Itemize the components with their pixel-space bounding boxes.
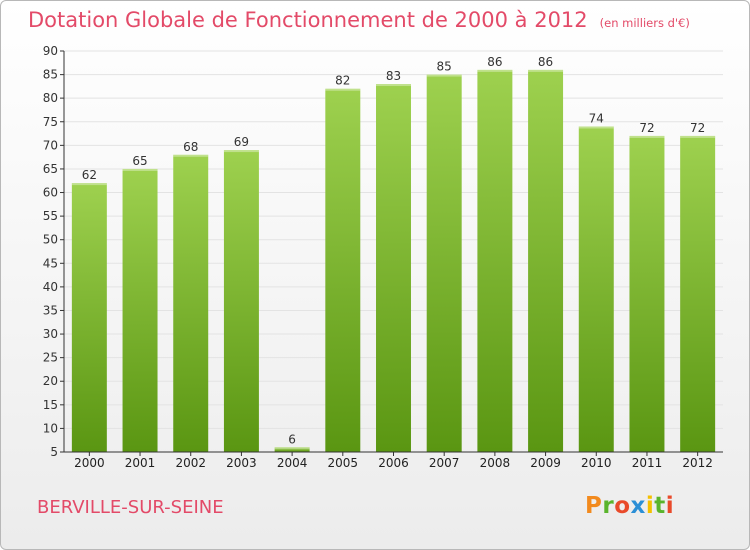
x-tick-label: 2003 [226,456,257,470]
bar-2007 [426,74,462,453]
x-tick-label: 2009 [530,456,561,470]
y-tick-label: 65 [43,162,58,176]
bar-2002 [173,154,209,452]
bar-2008 [477,69,513,452]
bars [71,69,716,453]
y-tick-label: 85 [43,68,58,82]
bar-highlight [223,150,259,153]
y-tick-label: 5 [50,445,58,459]
x-tick-label: 2007 [429,456,460,470]
y-tick-label: 90 [43,44,58,58]
y-tick-label: 80 [43,91,58,105]
bar-2009 [528,69,564,452]
bar-highlight [426,74,462,77]
x-tick-label: 2011 [632,456,663,470]
data-label-2001: 65 [132,154,147,168]
bar-highlight [71,183,107,186]
data-label-2011: 72 [639,121,654,135]
logo-letter: P [585,493,603,519]
chart-title: Dotation Globale de Fonctionnement de 20… [28,8,588,32]
bar-2006 [376,84,411,452]
axes [60,50,723,456]
bar-2003 [223,150,259,452]
bar-2011 [629,135,665,452]
y-tick-label: 25 [43,351,58,365]
x-tick-label: 2004 [277,456,308,470]
data-label-2006: 83 [386,69,401,83]
y-tick-label: 55 [43,209,58,223]
y-tick-label: 30 [43,327,58,341]
proxiti-logo: Proxiti [585,493,674,519]
data-label-2007: 85 [437,60,452,74]
data-label-2012: 72 [690,121,705,135]
bar-highlight [173,154,209,157]
bar-2000 [71,183,107,452]
x-tick-label: 2002 [175,456,206,470]
data-label-2010: 74 [589,111,604,125]
bar-highlight [629,135,665,138]
bar-highlight [274,447,310,450]
data-label-2004: 6 [288,432,296,446]
data-label-2003: 69 [234,135,249,149]
bar-highlight [477,69,513,72]
chart-unit: (en milliers d'€) [599,16,690,30]
x-tick-label: 2006 [378,456,409,470]
logo-letter: x [630,493,646,519]
y-tick-label: 35 [43,303,58,317]
data-label-2002: 68 [183,140,198,154]
bar-highlight [325,88,361,91]
y-tick-label: 40 [43,280,58,294]
logo-letter: i [645,493,655,519]
bar-highlight [122,168,158,171]
x-tick-label: 2000 [74,456,105,470]
logo-letter: r [602,493,615,519]
data-label-2008: 86 [487,55,502,69]
bar-highlight [680,135,716,138]
bar-highlight [376,84,411,87]
bar-2001 [122,168,158,453]
x-tick-label: 2005 [328,456,359,470]
logo-letter: o [614,493,631,519]
bar-highlight [528,69,564,72]
data-label-2000: 62 [82,168,97,182]
chart-title-block: Dotation Globale de Fonctionnement de 20… [28,8,690,32]
logo-letter: t [654,493,666,519]
bar-2005 [325,88,361,452]
x-tick-label: 2012 [682,456,713,470]
logo-letter: i [665,493,675,519]
y-tick-label: 60 [43,186,58,200]
y-tick-label: 45 [43,256,58,270]
y-tick-label: 70 [43,138,58,152]
y-tick-label: 10 [43,421,58,435]
x-tick-label: 2010 [581,456,612,470]
data-label-2005: 82 [335,74,350,88]
bar-highlight [578,126,614,129]
bar-2010 [578,126,614,452]
y-tick-label: 20 [43,374,58,388]
y-tick-label: 75 [43,115,58,129]
x-tick-label: 2001 [125,456,156,470]
commune-name: BERVILLE-SUR-SEINE [37,497,224,518]
data-label-2009: 86 [538,55,553,69]
bar-2004 [274,447,310,452]
y-tick-label: 50 [43,233,58,247]
bar-2012 [680,135,716,452]
y-tick-label: 15 [43,398,58,412]
labels: 5 10 15 20 25 30 35 40 45 50 55 60 65 70 75 80 85 90 62 200… [43,44,713,470]
x-tick-label: 2008 [480,456,511,470]
